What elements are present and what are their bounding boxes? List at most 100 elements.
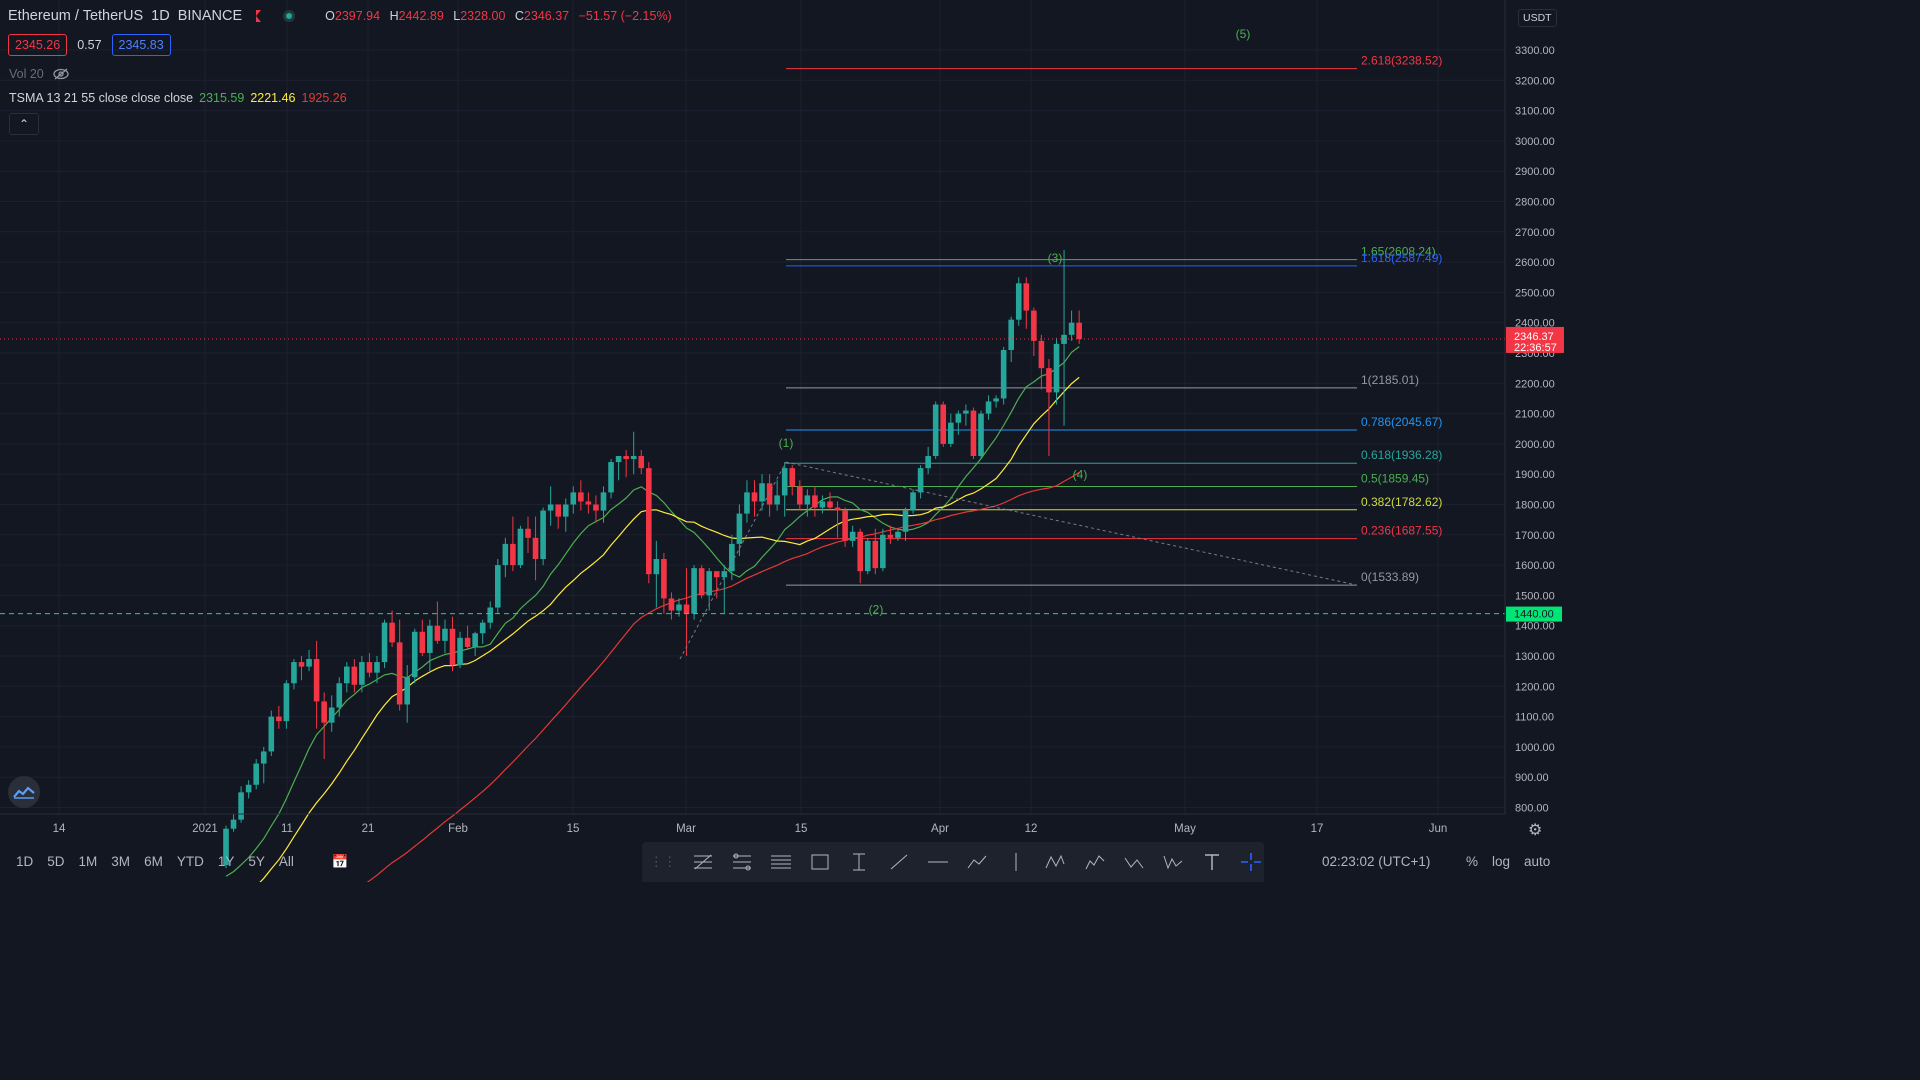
elliott-impulse-icon[interactable] [1082, 849, 1107, 875]
price-chart[interactable]: 2.618(3238.52) 1.65(2608.24)1.618(2587.49… [0, 0, 1568, 882]
candle-body [880, 534, 886, 569]
sell-button[interactable]: 2345.26 [8, 34, 68, 56]
price-tick-label: 2800.00 [1515, 197, 1555, 209]
hidden-eye-icon[interactable] [52, 68, 70, 80]
interval[interactable]: 1D [151, 8, 170, 24]
candle-body [464, 637, 471, 647]
settings-gear-icon[interactable]: ⚙ [1528, 822, 1543, 839]
clock[interactable]: 02:23:02 (UTC+1) [1322, 854, 1431, 869]
crosshair-icon[interactable] [1239, 849, 1264, 875]
text-icon[interactable] [1200, 849, 1225, 875]
fib-level-label: 1(2185.01) [1361, 373, 1419, 387]
candle-body [781, 468, 788, 496]
elliott-correction-icon[interactable] [1121, 849, 1146, 875]
volume-label: Vol 20 [9, 67, 44, 81]
range-1d[interactable]: 1D [16, 854, 34, 869]
candle-body [1015, 283, 1022, 320]
bottom-toolbar: 1D 5D 1M 3M 6M YTD 1Y 5Y All 📅 ⋮⋮ 02:23:… [0, 842, 1568, 882]
range-3m[interactable]: 3M [111, 854, 131, 869]
alert-price-badge: 1440.00 [1506, 606, 1562, 622]
candle-body [940, 404, 947, 444]
volume-legend[interactable]: Vol 20 [9, 67, 70, 81]
candle-body [283, 683, 290, 722]
candle-body [442, 628, 448, 641]
candle-body [434, 625, 441, 641]
range-1m[interactable]: 1M [78, 854, 98, 869]
currency-label[interactable]: USDT [1518, 9, 1557, 27]
candle-body [1023, 283, 1030, 311]
candle-body [691, 568, 697, 614]
fib-level-label: 1.618(2587.49) [1361, 251, 1442, 265]
price-tick-label: 3000.00 [1515, 136, 1555, 148]
candle-body [804, 495, 811, 505]
candle-body [230, 819, 237, 829]
dashed-trend-line [679, 461, 787, 660]
price-tick-label: 2000.00 [1515, 439, 1555, 451]
flag-icon[interactable] [256, 10, 262, 22]
candle [321, 692, 327, 760]
candle-body [306, 659, 312, 667]
percent-scale-toggle[interactable]: % [1466, 854, 1479, 869]
candle-body [744, 492, 750, 514]
candle [797, 480, 803, 511]
fib-level-label: 0.786(2045.67) [1361, 415, 1442, 429]
range-all[interactable]: All [278, 854, 294, 869]
horizontal-line-icon[interactable] [925, 849, 950, 875]
candle-body [902, 510, 909, 532]
candle-body [683, 604, 690, 614]
candle-body [766, 483, 773, 505]
log-scale-toggle[interactable]: log [1492, 854, 1511, 869]
candle [963, 404, 969, 426]
tsma-13-value: 2315.59 [199, 91, 245, 105]
rectangle-icon[interactable] [808, 849, 833, 875]
tsma-21-value: 2221.46 [250, 91, 296, 105]
range-5d[interactable]: 5D [47, 854, 65, 869]
candle-body [449, 628, 456, 666]
fib-extension-icon[interactable] [729, 849, 754, 875]
candle-body [706, 571, 712, 596]
range-6m[interactable]: 6M [144, 854, 163, 869]
price-range-icon[interactable] [847, 849, 872, 875]
tsma-legend[interactable]: TSMA 13 21 55 close close close 2315.59 … [9, 91, 347, 105]
path-icon[interactable] [964, 849, 989, 875]
candle-body [615, 456, 622, 463]
range-1y[interactable]: 1Y [217, 854, 235, 869]
candle-body [374, 662, 380, 673]
candle [834, 501, 841, 538]
drag-handle-icon[interactable]: ⋮⋮ [649, 854, 677, 869]
candle [540, 507, 546, 566]
tradingview-logo-icon[interactable] [8, 776, 40, 808]
buy-button[interactable]: 2345.83 [111, 34, 171, 56]
auto-scale-toggle[interactable]: auto [1524, 854, 1551, 869]
range-ytd[interactable]: YTD [176, 854, 204, 869]
horizontal-lines-icon[interactable] [768, 849, 793, 875]
candle-body [872, 540, 879, 569]
collapse-legend-button[interactable]: ⌃ [9, 113, 39, 135]
time-tick-label: Mar [676, 823, 696, 835]
candle [819, 495, 826, 514]
price-tick-label: 1700.00 [1515, 530, 1555, 542]
candle-body [298, 662, 305, 667]
vertical-line-icon[interactable] [1004, 849, 1029, 875]
trend-line-icon[interactable] [886, 849, 911, 875]
candle [827, 492, 833, 511]
candle-body [849, 531, 856, 541]
candle-body [427, 625, 433, 653]
wave-label: (2) [869, 603, 884, 617]
elliott-triangle-icon[interactable] [1160, 849, 1185, 875]
candle [925, 446, 931, 475]
calendar-icon[interactable]: 📅 [331, 854, 349, 869]
open-value: 2397.94 [334, 9, 381, 23]
candle [351, 659, 358, 693]
market-status-icon[interactable] [283, 10, 296, 22]
time-tick-label: Jun [1429, 823, 1448, 835]
fib-retracement-icon[interactable] [690, 849, 715, 875]
xabcd-pattern-icon[interactable] [1043, 849, 1068, 875]
price-tick-label: 800.00 [1515, 803, 1549, 815]
range-5y[interactable]: 5Y [248, 854, 265, 869]
symbol-name[interactable]: Ethereum / TetherUS [8, 8, 144, 24]
candle-body [532, 537, 539, 560]
spread-value: 0.57 [77, 38, 102, 52]
candle-body [774, 495, 780, 505]
price-tick-label: 2600.00 [1515, 257, 1555, 269]
